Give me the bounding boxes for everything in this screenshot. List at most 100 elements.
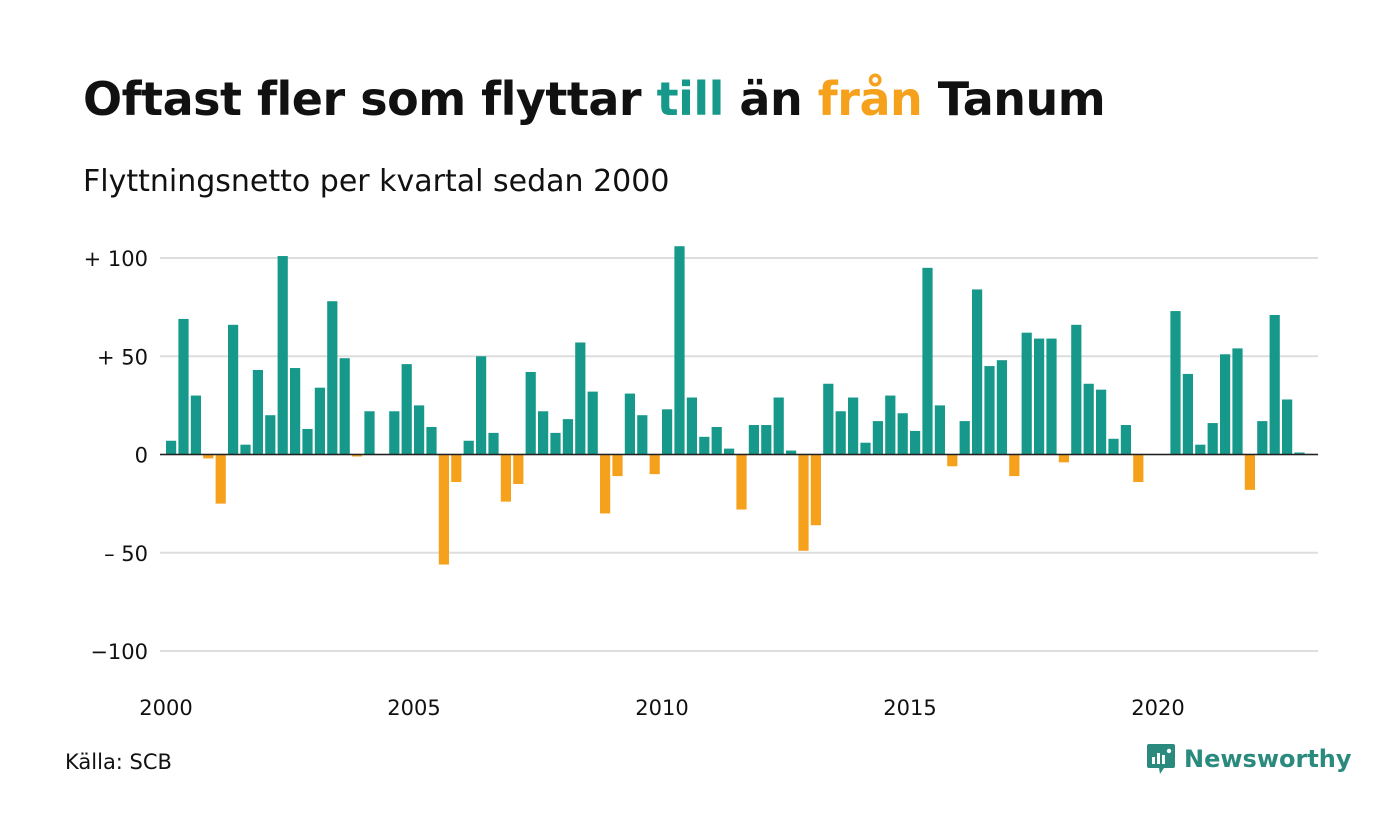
bar — [1269, 314, 1280, 455]
bar — [1108, 438, 1119, 455]
bar — [959, 421, 970, 455]
bar — [1220, 354, 1231, 455]
bar — [166, 440, 177, 455]
bar — [252, 370, 263, 455]
y-tick-label: + 50 — [97, 345, 148, 369]
x-tick-label: 2020 — [1131, 696, 1184, 720]
brand-logo[interactable]: Newsworthy — [1146, 742, 1352, 776]
bar — [240, 444, 251, 455]
bar — [277, 256, 288, 455]
bar — [1182, 373, 1193, 455]
bar — [1009, 454, 1020, 477]
bar — [327, 301, 338, 455]
bar — [550, 432, 561, 455]
bar — [724, 448, 735, 455]
bar — [463, 440, 474, 455]
bar — [897, 413, 908, 455]
bar — [538, 411, 549, 455]
bar — [426, 426, 437, 455]
bar — [438, 454, 449, 565]
source-label: Källa: SCB — [65, 750, 172, 774]
bar — [500, 454, 511, 502]
bar — [612, 454, 623, 477]
bar — [1282, 399, 1293, 455]
bar — [203, 454, 214, 459]
bar — [984, 366, 995, 455]
bar — [1034, 338, 1045, 455]
bar — [1244, 454, 1255, 490]
bar — [773, 397, 784, 455]
chart-title: Oftast fler som flyttar till än från Tan… — [83, 72, 1106, 126]
bar — [674, 246, 685, 455]
bar — [711, 426, 722, 455]
bar — [1071, 324, 1082, 455]
bar — [1195, 444, 1206, 455]
bar — [562, 419, 573, 455]
bar — [947, 454, 958, 467]
bar — [476, 356, 487, 455]
bar — [600, 454, 611, 514]
newsworthy-logo-icon — [1147, 744, 1175, 774]
bar — [352, 454, 363, 457]
bar — [835, 411, 846, 455]
bar — [860, 442, 871, 455]
bar — [848, 397, 859, 455]
title-part-fran: från — [817, 72, 923, 126]
x-tick-label: 2015 — [883, 696, 936, 720]
bar — [1207, 423, 1218, 455]
brand-name: Newsworthy — [1184, 745, 1352, 773]
bar — [265, 415, 276, 455]
bar — [575, 342, 586, 455]
bar — [1058, 454, 1069, 463]
bar — [401, 364, 412, 455]
bar — [1083, 383, 1094, 455]
x-tick-label: 2010 — [635, 696, 688, 720]
bar — [339, 358, 350, 455]
bar — [178, 318, 189, 455]
bar — [1294, 452, 1305, 455]
x-tick-label: 2005 — [387, 696, 440, 720]
bar — [637, 415, 648, 455]
bar — [686, 397, 697, 455]
bar — [364, 411, 375, 455]
y-tick-label: −100 — [90, 640, 148, 664]
bar — [314, 387, 325, 455]
bar — [1232, 348, 1243, 455]
bar — [910, 430, 921, 455]
bar — [215, 454, 226, 504]
bar — [649, 454, 660, 475]
y-tick-label: 0 — [135, 444, 148, 468]
bar — [996, 360, 1007, 455]
y-tick-label: + 100 — [84, 247, 148, 271]
bar — [1170, 311, 1181, 455]
bar — [488, 432, 499, 455]
bar-chart: + 100 + 50 0 – 50 −100 2000 2005 2010 2015 2020 — [84, 246, 1318, 720]
bar — [414, 405, 425, 455]
title-part-1: Oftast fler som flyttar — [83, 72, 657, 126]
bar — [624, 393, 635, 455]
bar — [662, 409, 673, 455]
bar — [290, 368, 301, 455]
bar — [587, 391, 598, 455]
bar — [786, 450, 797, 455]
title-part-3: än — [723, 72, 818, 126]
bar — [885, 395, 896, 455]
title-part-till: till — [656, 72, 725, 126]
bar — [972, 289, 983, 455]
bar — [513, 454, 524, 484]
bar — [525, 371, 536, 455]
title-part-5: Tanum — [922, 72, 1106, 126]
chart-subtitle: Flyttningsnetto per kvartal sedan 2000 — [83, 164, 670, 199]
bar — [389, 411, 400, 455]
bar — [761, 425, 772, 455]
bar — [798, 454, 809, 551]
bar — [922, 267, 933, 455]
bar — [1021, 332, 1032, 455]
bar — [736, 454, 747, 510]
bar — [451, 454, 462, 483]
x-tick-label: 2000 — [139, 696, 192, 720]
bar — [1133, 454, 1144, 483]
bar — [1120, 425, 1131, 455]
bar — [228, 324, 239, 455]
y-tick-label: – 50 — [104, 542, 148, 566]
